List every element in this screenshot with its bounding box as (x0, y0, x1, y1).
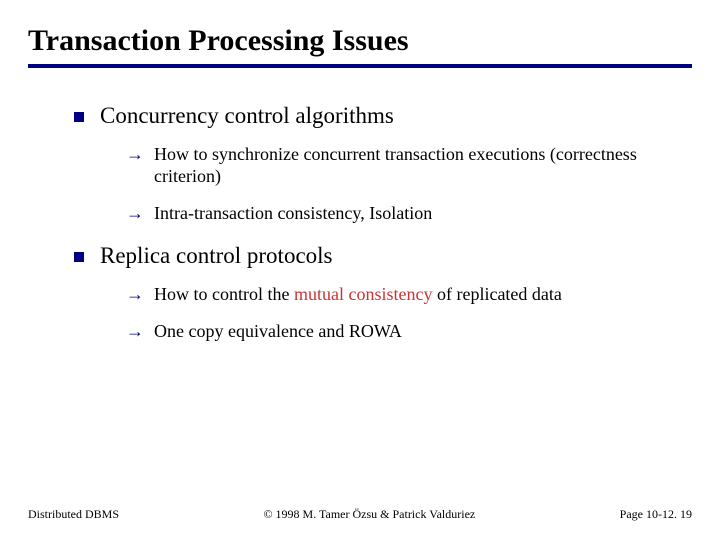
highlight-text: mutual consistency (294, 284, 432, 304)
title-rule (28, 64, 692, 68)
arrow-icon: → (126, 283, 144, 305)
list-item: → Intra-transaction consistency, Isolati… (126, 202, 672, 225)
l1-text: Concurrency control algorithms (100, 102, 394, 131)
footer: Distributed DBMS © 1998 M. Tamer Özsu & … (28, 507, 692, 522)
list-item: → One copy equivalence and ROWA (126, 320, 672, 343)
content-area: Concurrency control algorithms → How to … (28, 102, 692, 342)
slide: Transaction Processing Issues Concurrenc… (0, 0, 720, 540)
footer-center: © 1998 M. Tamer Özsu & Patrick Valduriez (263, 507, 475, 522)
l2-text: Intra-transaction consistency, Isolation (154, 202, 432, 225)
square-bullet-icon (74, 112, 84, 122)
arrow-icon: → (126, 320, 144, 342)
list-item: → How to synchronize concurrent transact… (126, 143, 672, 188)
arrow-icon: → (126, 202, 144, 224)
list-item: → How to control the mutual consistency … (126, 283, 672, 306)
footer-left: Distributed DBMS (28, 507, 119, 522)
square-bullet-icon (74, 252, 84, 262)
list-item: Concurrency control algorithms (74, 102, 672, 131)
l2-text: How to synchronize concurrent transactio… (154, 143, 672, 188)
slide-title: Transaction Processing Issues (28, 24, 692, 58)
sublist: → How to synchronize concurrent transact… (74, 143, 672, 225)
list-item: Replica control protocols (74, 242, 672, 271)
sublist: → How to control the mutual consistency … (74, 283, 672, 342)
l2-text: One copy equivalence and ROWA (154, 320, 402, 343)
l1-text: Replica control protocols (100, 242, 333, 271)
arrow-icon: → (126, 143, 144, 165)
footer-right: Page 10-12. 19 (620, 507, 692, 522)
l2-text: How to control the mutual consistency of… (154, 283, 562, 306)
